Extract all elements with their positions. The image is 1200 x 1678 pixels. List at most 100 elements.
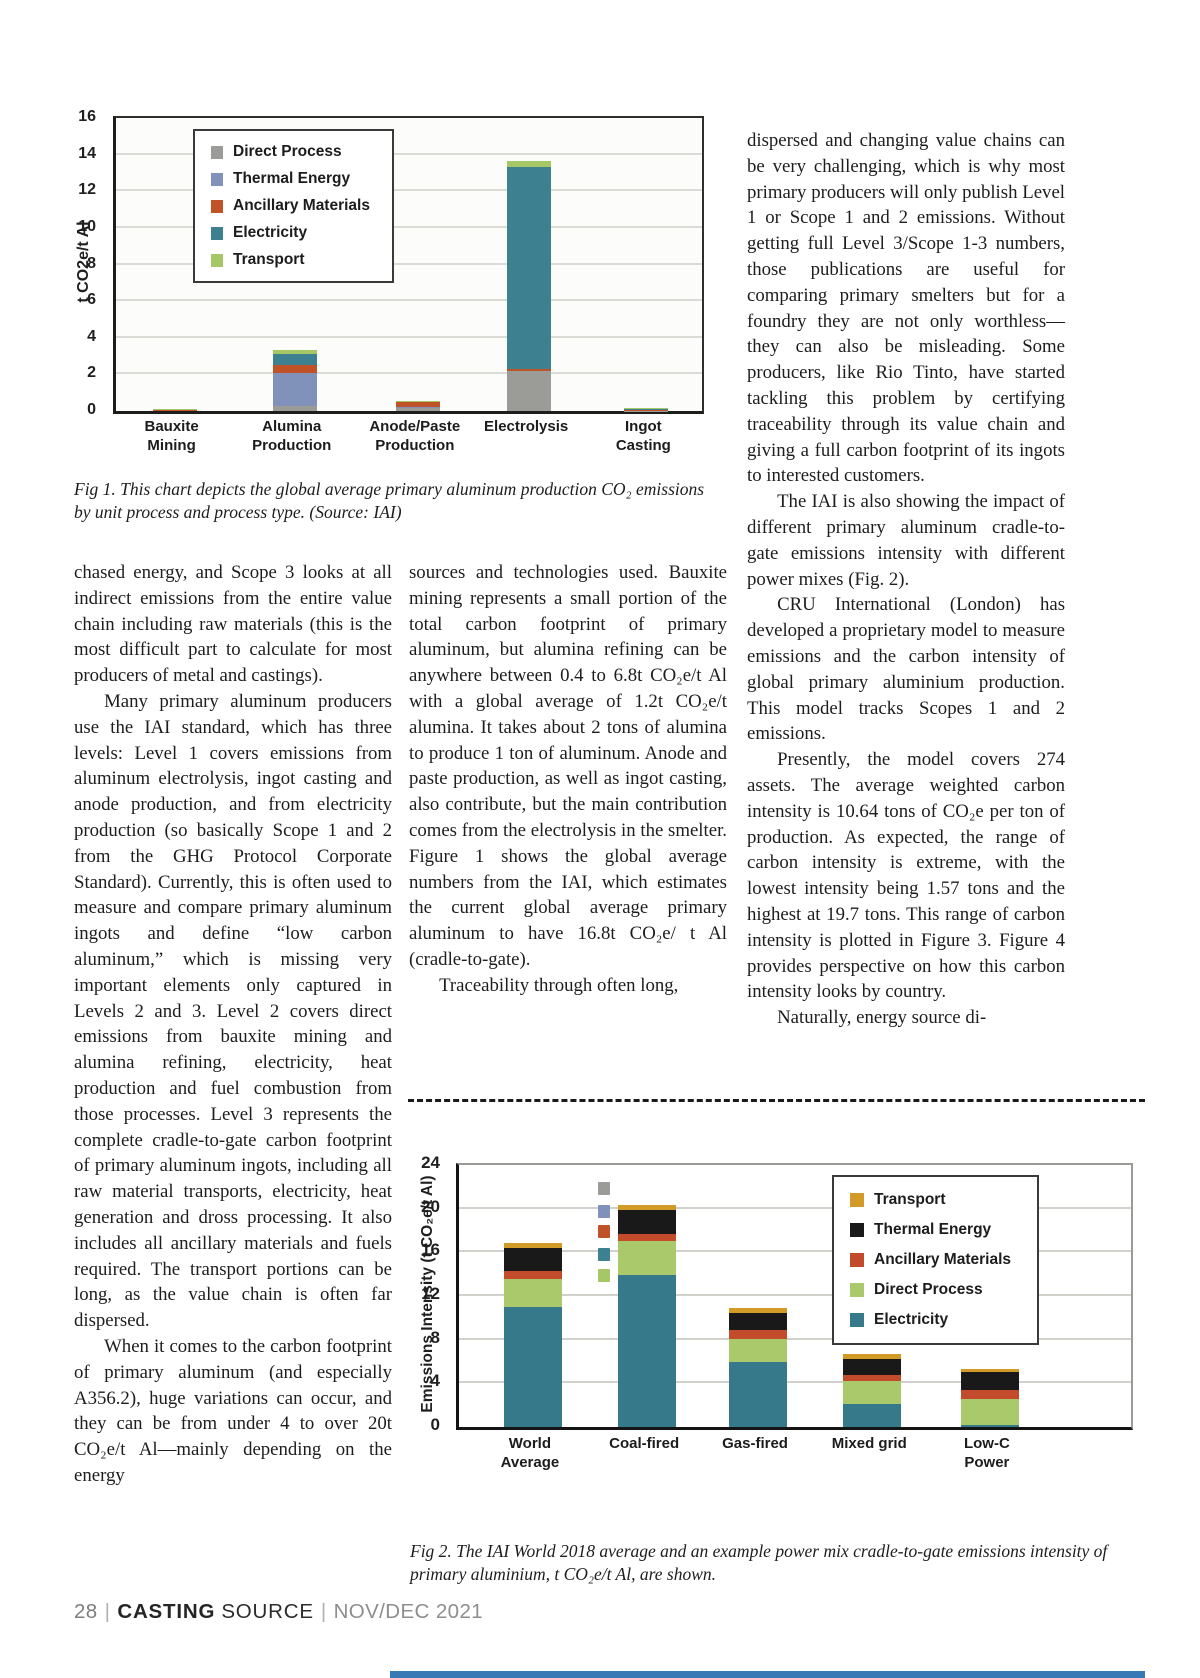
bar-segment-thermal-energy [843,1359,902,1375]
fig1-x-axis-labels: Bauxite Mining Alumina Production Anode/Pa… [113,418,699,466]
gridline [116,189,702,192]
gridline [459,1381,1131,1384]
bottom-accent-rule [390,1671,1145,1678]
bar-segment-transport [507,160,552,167]
x-category-label: Coal-fired [609,1435,680,1452]
footer-separator: | [104,1600,111,1623]
gridline [116,299,702,302]
y-tick-label: 16 [421,1240,440,1260]
y-tick-label: 24 [421,1153,440,1172]
legend-swatch-ancillary-materials [850,1253,865,1267]
stray-legend-marker [598,1204,611,1218]
gridline [116,262,702,265]
bar-segment-ancillary-materials [272,365,317,373]
legend-swatch-ancillary-materials [211,199,223,213]
bar-segment-direct-process [272,406,317,411]
bar-segment-direct-process [729,1338,788,1362]
bar-segment-thermal-energy [960,1372,1019,1390]
gridline [459,1294,1131,1296]
bar-segment-direct-process [507,370,552,411]
magazine-title-light: SOURCE [221,1600,314,1623]
legend-item: Direct Process [850,1281,1011,1299]
legend-label: Direct Process [233,143,342,160]
footer-separator: | [320,1600,327,1623]
y-tick-label: 4 [430,1371,440,1391]
legend-item: Electricity [211,224,370,242]
paragraph: When it comes to the carbon footprint of… [74,1335,392,1486]
fig2-y-axis-ticks: 0 4 8 12 16 20 24 [408,1153,448,1434]
paragraph: Naturally, energy source di- [777,1007,987,1029]
legend-label: Transport [874,1191,946,1208]
legend-item: Thermal Energy [211,170,370,188]
bar-segment-transport [960,1369,1019,1373]
y-tick-label: 0 [430,1415,440,1434]
gridline [116,335,702,338]
x-category-label: Bauxite Mining [144,418,199,454]
gridline [116,152,702,155]
paragraph: The IAI is also showing the impact of di… [747,491,1065,590]
paragraph: chased energy, and Scope 3 looks at all … [74,562,392,687]
legend-item: Ancillary Materials [211,197,370,215]
y-tick-label: 8 [430,1327,440,1347]
bar-segment-direct-process [395,407,440,411]
stray-legend-marker [598,1247,611,1261]
fig1-y-axis-ticks: 0 2 4 6 8 10 12 14 16 [58,108,104,418]
legend-item: Transport [211,251,370,269]
y-tick-label: 4 [87,327,96,345]
fig1-legend: Direct Process Thermal Energy Ancillary Ma… [193,129,394,283]
paragraph: Presently, the model covers 274 assets. … [747,749,1065,1003]
paragraph: Traceability through often long, [439,974,679,996]
x-category-label: Alumina Production [252,418,332,454]
bar-segment-electricity [503,1306,562,1427]
fig1-chart: t CO2e/t Al 0 2 4 6 8 10 12 14 16 Bauxite Mining… [58,96,718,468]
paragraph: sources and technologies used. Bauxite m… [409,562,727,970]
x-category-label: Mixed grid [831,1435,907,1452]
paragraph: CRU International (London) has developed… [747,594,1065,745]
y-tick-label: 10 [78,217,96,235]
x-category-label: World Average [500,1435,560,1471]
bar-segment-electricity [152,409,197,410]
y-tick-label: 14 [78,144,96,162]
bar-segment-transport [843,1353,902,1360]
stray-legend-marker [598,1224,611,1238]
magazine-title-bold: CASTING [117,1600,216,1623]
page-number: 28 [74,1600,98,1623]
legend-swatch-electricity [850,1313,865,1327]
bar-segment-thermal-energy [729,1313,788,1330]
stray-legend-marker [598,1182,611,1196]
y-tick-label: 8 [87,254,96,272]
bar-segment-thermal-energy [503,1247,562,1271]
x-category-label: Anode/Paste Production [369,418,461,454]
text-column-2: sources and technologies used. Bauxite m… [409,560,727,999]
legend-swatch-direct-process [211,145,223,159]
fig2-x-axis-labels: World Average Coal-fired Gas-fired Mixed gr… [456,1435,1128,1485]
bar-segment-direct-process [618,1241,677,1276]
text-column-1: chased energy, and Scope 3 looks at all … [74,560,392,1489]
x-category-label: Ingot Casting [615,418,671,454]
y-tick-label: 2 [87,364,96,382]
page-footer: 28 | CASTING SOURCE | NOV/DEC 2021 [74,1600,483,1624]
paragraph: Many primary aluminum producers use the … [74,690,392,1332]
bar-segment-transport [272,349,317,355]
bar-segment-direct-process [960,1398,1019,1425]
y-tick-label: 6 [87,291,96,309]
legend-item: Electricity [850,1311,1011,1329]
gridline [459,1250,1131,1253]
bar-segment-electricity [624,408,669,411]
issue-date: NOV/DEC 2021 [333,1600,484,1623]
y-tick-label: 12 [78,181,96,199]
legend-item: Direct Process [211,143,370,161]
fig2-caption: Fig 2. The IAI World 2018 average and an… [410,1541,1108,1584]
bar-segment-direct-process [843,1381,902,1405]
legend-label: Ancillary Materials [233,197,370,214]
bar-segment-ancillary-materials [507,369,552,371]
bar-segment-electricity [843,1404,902,1427]
legend-item: Transport [850,1191,1011,1209]
gridline [116,372,702,375]
bar-segment-electricity [272,354,317,366]
gridline [459,1206,1131,1209]
bar-segment-direct-process [503,1278,562,1307]
fig2-chart: Emissions Intensity (t CO₂e/t Al) 0 4 8 12 1… [408,1123,1145,1491]
stray-legend-marker [598,1269,611,1283]
